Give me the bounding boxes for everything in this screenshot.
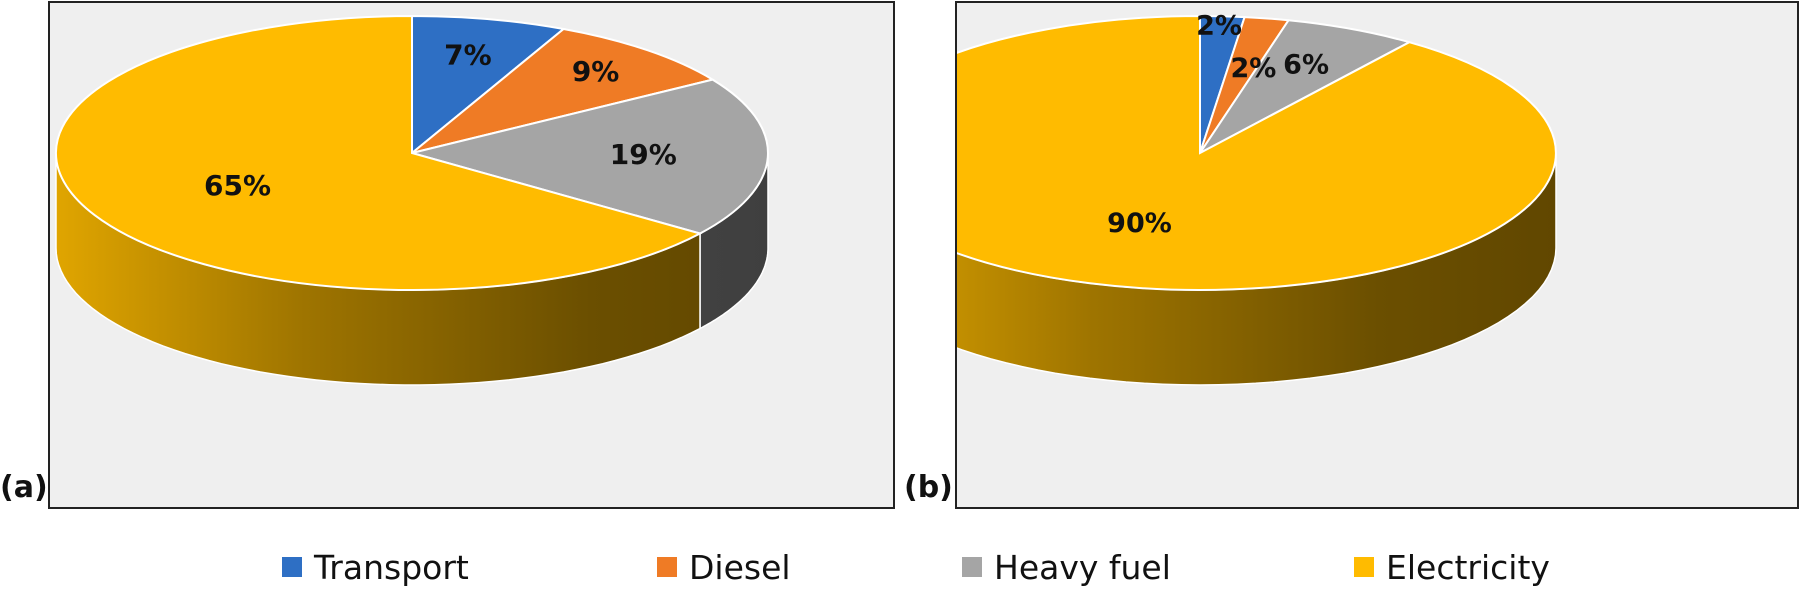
legend-item-diesel: Diesel — [657, 545, 791, 589]
pie-chart-a: 7% 9% 19% 65% — [48, 1, 895, 509]
legend-label-diesel: Diesel — [689, 547, 791, 587]
data-label-b-diesel: 2% — [1230, 53, 1276, 84]
pie-a-slices — [54, 14, 769, 291]
pie-a-slice-electricity — [54, 14, 703, 291]
pie-b-slice-heavy-fuel — [1199, 19, 1412, 154]
legend-swatch-heavy-fuel — [962, 557, 982, 577]
pie-chart-b-svg: 2%2% 6%90% — [957, 10, 1557, 386]
data-label-b-transport: 2% — [1196, 10, 1242, 41]
pie-b-slices — [957, 14, 1557, 291]
pie-chart-a-svg: 7% 9% 19% 65% — [54, 14, 769, 386]
legend-item-electricity: Electricity — [1354, 545, 1550, 589]
data-label-b-electricity: 90% — [1107, 208, 1172, 239]
data-label-a-diesel: 9% — [572, 55, 620, 88]
legend-swatch-diesel — [657, 557, 677, 577]
pie-b-slice-electricity — [957, 14, 1557, 291]
data-label-a-electricity: 65% — [204, 169, 271, 202]
legend-label-electricity: Electricity — [1386, 547, 1550, 587]
pie-chart-b: 2% 2% 6% 90% — [955, 1, 1799, 509]
legend-swatch-electricity — [1354, 557, 1374, 577]
legend-label-heavy-fuel: Heavy fuel — [994, 547, 1171, 587]
panel-label-b: (b) — [904, 470, 953, 505]
legend-label-transport: Transport — [314, 547, 469, 587]
pie-a-slice-transport — [411, 14, 566, 156]
legend-item-transport: Transport — [282, 545, 469, 589]
data-label-a-transport: 7% — [444, 39, 492, 72]
legend-swatch-transport — [282, 557, 302, 577]
panel-label-a: (a) — [0, 470, 48, 505]
pie-a-slice-diesel — [411, 27, 716, 154]
pie-a-slice-heavy-fuel — [408, 78, 769, 235]
data-label-b-heavy-fuel: 6% — [1283, 50, 1329, 81]
data-label-a-heavy-fuel: 19% — [610, 138, 677, 171]
legend-item-heavy-fuel: Heavy fuel — [962, 545, 1171, 589]
pie-b-data-labels: 2%2% 6%90% — [1107, 10, 1329, 239]
legend: Transport Diesel Heavy fuel Electricity — [0, 545, 1800, 589]
pie-a-data-labels: 7% 9% 19% 65% — [204, 39, 677, 202]
